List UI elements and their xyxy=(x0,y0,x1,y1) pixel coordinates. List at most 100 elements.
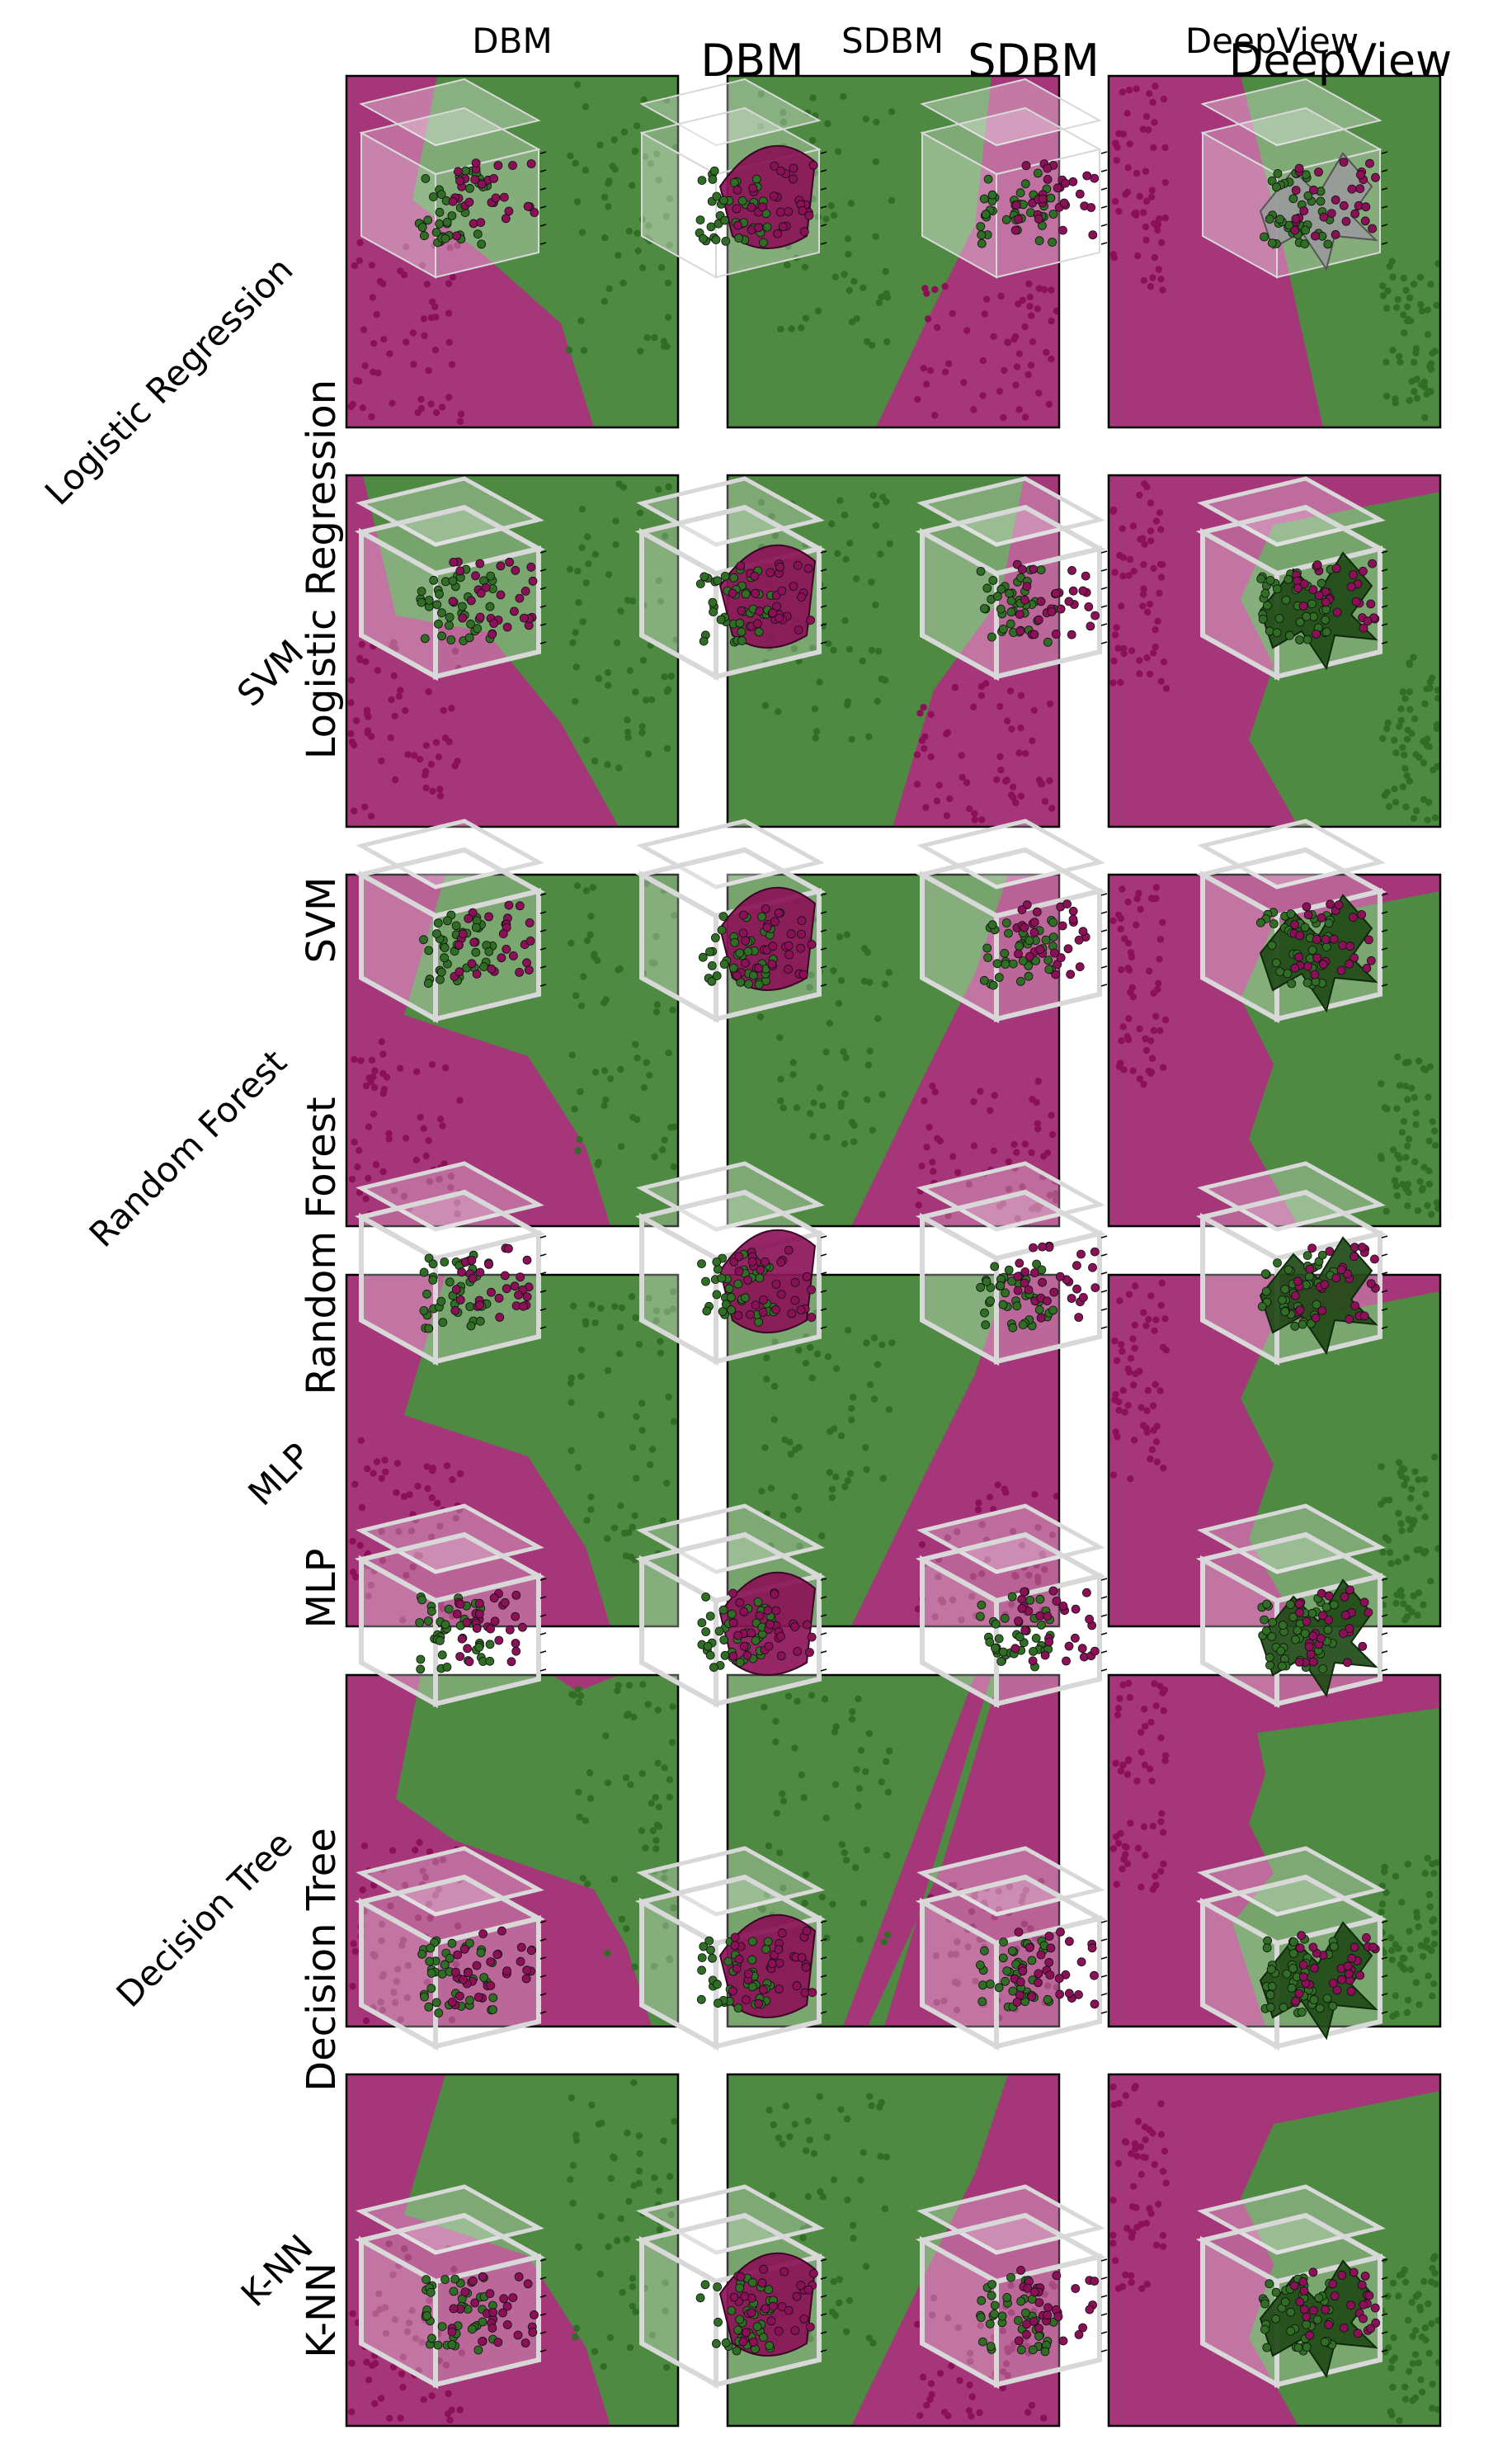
cube-point-class-b xyxy=(511,565,520,575)
cube-point-class-b xyxy=(1328,2279,1338,2289)
cube-point-class-b xyxy=(792,2291,802,2301)
cube-points xyxy=(915,1503,1108,1709)
cube-point-class-b xyxy=(801,1962,811,1972)
point-class-b xyxy=(1114,2159,1123,2168)
point-class-a xyxy=(786,1438,794,1446)
cube-point-class-a xyxy=(425,1956,435,1966)
point-class-a xyxy=(667,672,675,680)
axis-tick xyxy=(820,1668,827,1672)
cube-point-class-b xyxy=(737,606,747,616)
cube-point-class-a xyxy=(732,2346,742,2356)
axis-tick xyxy=(1100,1272,1108,1275)
axis-tick xyxy=(539,605,547,608)
cube-point-class-b xyxy=(1033,1978,1043,1988)
cube-point-class-b xyxy=(1308,585,1318,595)
point-class-b xyxy=(1044,1982,1052,1989)
cube-point-class-b xyxy=(761,1257,770,1267)
row-label-rot-rf: Random Forest xyxy=(82,1042,294,1255)
axis-tick xyxy=(1100,2313,1108,2316)
point-class-b xyxy=(1126,1694,1134,1701)
cube-point-class-b xyxy=(1299,2305,1309,2315)
point-class-a xyxy=(1378,1900,1387,1908)
axis-tick xyxy=(539,641,547,644)
point-class-a xyxy=(566,565,573,573)
point-class-b xyxy=(1119,572,1127,580)
cube-point-class-b xyxy=(1361,202,1371,212)
point-class-b xyxy=(1139,125,1147,133)
cube-point-class-a xyxy=(440,1620,450,1630)
cube-point-class-b xyxy=(458,613,468,623)
point-class-b xyxy=(1157,2100,1165,2107)
axis-tick xyxy=(539,151,547,154)
point-class-b xyxy=(966,805,973,813)
point-class-a xyxy=(824,120,831,128)
cube-point-class-a xyxy=(423,1616,433,1626)
point-class-a xyxy=(788,325,795,333)
cube-point-class-a xyxy=(1043,956,1053,965)
cube-point-class-a xyxy=(1267,1631,1277,1641)
point-class-a xyxy=(808,1692,816,1699)
cube-point-class-b xyxy=(1046,1943,1056,1953)
point-class-a xyxy=(835,148,842,155)
point-class-a xyxy=(629,1114,637,1121)
point-class-b xyxy=(1114,1839,1123,1847)
point-class-b xyxy=(971,816,978,823)
point-class-b xyxy=(1147,2210,1155,2217)
cube-point-class-b xyxy=(763,1606,773,1616)
point-class-a xyxy=(652,1794,659,1801)
axis-tick xyxy=(1381,1668,1388,1672)
point-class-a xyxy=(1424,1854,1431,1862)
point-class-a xyxy=(658,264,666,271)
cube-point-class-b xyxy=(1081,571,1090,581)
cube-point-class-a xyxy=(702,1306,712,1316)
cube-point-class-a xyxy=(980,1946,989,1956)
cube-point-class-b xyxy=(1302,1616,1312,1626)
point-class-a xyxy=(615,252,622,259)
cube-point-class-b xyxy=(1024,1285,1034,1295)
point-class-a xyxy=(874,1015,882,1022)
cube-point-class-a xyxy=(435,219,444,229)
point-class-b xyxy=(1161,1686,1169,1694)
point-class-b xyxy=(954,1168,962,1177)
cube-point-class-b xyxy=(1074,2329,1084,2339)
point-class-b xyxy=(1046,700,1054,708)
cube-point-class-b xyxy=(1024,1942,1034,1952)
axis-tick xyxy=(539,1650,547,1654)
point-class-b xyxy=(1141,1706,1148,1713)
point-class-a xyxy=(591,1069,600,1076)
cube-point-class-b xyxy=(1312,934,1321,944)
point-class-a xyxy=(808,971,815,979)
point-class-b xyxy=(1006,1883,1014,1890)
point-class-b xyxy=(1002,2360,1010,2367)
point-class-a xyxy=(624,2129,631,2137)
cube-point-class-a xyxy=(728,963,738,973)
point-class-b xyxy=(1156,1387,1164,1394)
cube-point-class-a xyxy=(1265,575,1275,585)
point-class-a xyxy=(1388,2357,1397,2365)
point-class-b xyxy=(1034,1125,1042,1133)
cube-point-class-a xyxy=(1263,601,1272,611)
cube-point-class-b xyxy=(475,1267,485,1277)
cube-point-class-a xyxy=(1288,1948,1298,1958)
cube-point-class-a xyxy=(754,979,764,989)
cube-point-class-b xyxy=(777,2302,787,2311)
point-class-b xyxy=(399,2353,407,2361)
cube-point-class-b xyxy=(748,2338,758,2347)
point-class-a xyxy=(841,1090,849,1097)
point-class-a xyxy=(629,2302,636,2310)
point-class-a xyxy=(1415,1923,1422,1931)
axis-tick xyxy=(1100,984,1108,987)
point-class-a xyxy=(830,646,837,654)
cube-point-class-b xyxy=(766,2316,776,2326)
cube-point-class-b xyxy=(1067,630,1076,639)
cube-point-class-b xyxy=(1021,161,1031,171)
point-class-a xyxy=(1429,2381,1436,2388)
cube-point-class-a xyxy=(1048,1305,1058,1315)
point-class-a xyxy=(809,1133,817,1140)
point-class-a xyxy=(594,1161,601,1168)
point-class-b xyxy=(457,410,465,418)
point-class-a xyxy=(1426,1903,1434,1911)
cube-point-class-b xyxy=(451,1967,460,1977)
cube-point-class-a xyxy=(1260,2299,1269,2309)
point-class-a xyxy=(568,1399,575,1406)
